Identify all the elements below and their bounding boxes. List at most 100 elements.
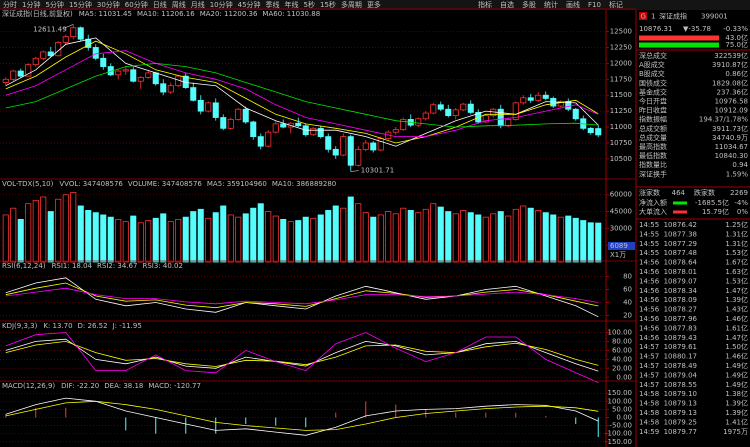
stat-label: 指数振幅 bbox=[639, 115, 667, 124]
current-volume: 6089 bbox=[610, 242, 628, 250]
toolbar-tab[interactable]: 30分钟 bbox=[97, 0, 120, 9]
tick-volume: 1.61亿 bbox=[725, 323, 748, 332]
stat-value: 3911.73亿 bbox=[712, 124, 748, 133]
toolbar-tab[interactable]: 更多 bbox=[367, 0, 381, 9]
stat-label: 深证换手 bbox=[639, 169, 667, 178]
volume-bar bbox=[572, 217, 579, 263]
tick-price: 10879.25 bbox=[664, 418, 697, 426]
tick-volume: 1.31亿 bbox=[725, 229, 748, 238]
toolbar-tool[interactable]: F10 bbox=[588, 1, 601, 9]
stat-value: 1829.08亿 bbox=[712, 78, 748, 87]
volume-bar bbox=[437, 206, 444, 263]
candle-body bbox=[422, 112, 429, 120]
volume-bar bbox=[452, 213, 459, 263]
indicator-line bbox=[5, 282, 599, 309]
toolbar-tab[interactable]: 45分钟 bbox=[238, 0, 261, 9]
candle-body bbox=[392, 129, 399, 133]
tick-price: 10877.96 bbox=[664, 315, 698, 323]
toolbar-tool[interactable]: 自选 bbox=[500, 0, 514, 9]
candle-body bbox=[362, 142, 369, 150]
y-tick-label: 30000 bbox=[610, 224, 632, 232]
candle-body bbox=[227, 119, 234, 129]
indicator-line bbox=[5, 400, 599, 431]
stat-value: 194.37/1.78% bbox=[699, 116, 748, 124]
quote-code: 399001 bbox=[701, 13, 728, 21]
tick-price: 10876.42 bbox=[664, 221, 697, 229]
legend-entry: D: 26.52 bbox=[78, 322, 108, 330]
toolbar-tab[interactable]: 季线 bbox=[266, 0, 280, 9]
volume-bar bbox=[475, 214, 482, 263]
toolbar-tab[interactable]: 5分钟 bbox=[45, 0, 63, 9]
tick-price: 10880.17 bbox=[664, 353, 697, 361]
volume-bar bbox=[190, 211, 197, 263]
tick-price: 10878.34 bbox=[664, 287, 698, 295]
candle-body bbox=[160, 83, 167, 93]
volume-bar bbox=[422, 208, 429, 263]
toolbar-tab[interactable]: 1分钟 bbox=[22, 0, 40, 9]
tick-time: 14:56 bbox=[639, 306, 660, 314]
toolbar-tab[interactable]: 15秒 bbox=[320, 0, 336, 9]
toolbar-tab[interactable]: 日线 bbox=[153, 0, 167, 9]
toolbar-tool[interactable]: 标记 bbox=[609, 0, 623, 9]
toolbar-tab[interactable]: 多周期 bbox=[341, 0, 362, 9]
stat-value: 10976.58 bbox=[715, 98, 748, 106]
candle-body bbox=[587, 127, 594, 134]
toolbar-tab[interactable]: 10分钟 bbox=[210, 0, 233, 9]
volume-bar bbox=[497, 211, 504, 263]
legend-entry: RSI2: 34.67 bbox=[97, 262, 137, 270]
tick-price: 10878.27 bbox=[664, 306, 697, 314]
stat-label: 总成交额 bbox=[639, 124, 667, 133]
candle-body bbox=[167, 85, 174, 93]
toolbar-tab[interactable]: 60分钟 bbox=[125, 0, 148, 9]
tick-price: 10878.09 bbox=[664, 296, 697, 304]
stat-value: 0.86亿 bbox=[725, 69, 748, 78]
flow-bar-value: 43.0亿 bbox=[725, 33, 748, 42]
tick-time: 14:58 bbox=[639, 390, 659, 398]
tick-price: 10879.04 bbox=[664, 371, 698, 379]
toolbar-tab[interactable]: 5秒 bbox=[304, 0, 315, 9]
volume-bar bbox=[565, 215, 572, 263]
toolbar-tab[interactable]: 分时 bbox=[3, 0, 17, 9]
toolbar-tool[interactable]: 多股 bbox=[522, 0, 536, 9]
volume-bar bbox=[295, 220, 302, 263]
volume-bar bbox=[302, 216, 309, 263]
volume-bar bbox=[505, 215, 512, 263]
toolbar-tab[interactable]: 月线 bbox=[191, 0, 205, 9]
candle-body bbox=[10, 70, 17, 80]
tick-time: 14:56 bbox=[639, 268, 660, 276]
candle-body bbox=[497, 108, 504, 127]
stat-label: A股成交 bbox=[639, 60, 665, 69]
candle-body bbox=[482, 115, 489, 123]
indicator-line bbox=[5, 37, 599, 147]
tick-price: 10879.13 bbox=[664, 409, 697, 417]
volume-bar bbox=[40, 196, 47, 263]
tick-time: 14:56 bbox=[639, 315, 660, 323]
breadth-label: 跌家数 bbox=[694, 188, 715, 197]
chart-title: MACD(12,26,9) bbox=[2, 382, 55, 390]
volume-bar bbox=[325, 210, 332, 263]
chart-title: 深证成指(日线,前复权) bbox=[2, 9, 73, 18]
volume-bar bbox=[137, 222, 144, 263]
y-tick-label: 0.00 bbox=[616, 414, 632, 422]
toolbar-tab[interactable]: 15分钟 bbox=[69, 0, 92, 9]
volume-bar bbox=[587, 222, 594, 263]
stat-value: 0.94 bbox=[732, 161, 748, 169]
stat-label: 基金成交 bbox=[639, 87, 667, 96]
volume-bar bbox=[100, 214, 107, 263]
y-tick-label: 100.00 bbox=[608, 397, 633, 405]
toolbar-tool[interactable]: 指标 bbox=[478, 0, 492, 9]
y-tick-label: -50.00 bbox=[609, 422, 632, 430]
toolbar-tab[interactable]: 年线 bbox=[285, 0, 299, 9]
candle-body bbox=[235, 108, 242, 120]
volume-bar bbox=[2, 214, 9, 263]
indicator-line bbox=[5, 332, 599, 383]
toolbar-tool[interactable]: 画线 bbox=[566, 0, 580, 9]
legend-entry: MA20: 11200.36 bbox=[200, 10, 258, 18]
tick-volume: 1.41亿 bbox=[725, 417, 748, 426]
candle-body bbox=[17, 70, 24, 77]
candle-body bbox=[572, 108, 579, 120]
toolbar-tool[interactable]: 统计 bbox=[544, 0, 558, 9]
candle-body bbox=[70, 27, 77, 38]
toolbar-tab[interactable]: 周线 bbox=[172, 0, 186, 9]
